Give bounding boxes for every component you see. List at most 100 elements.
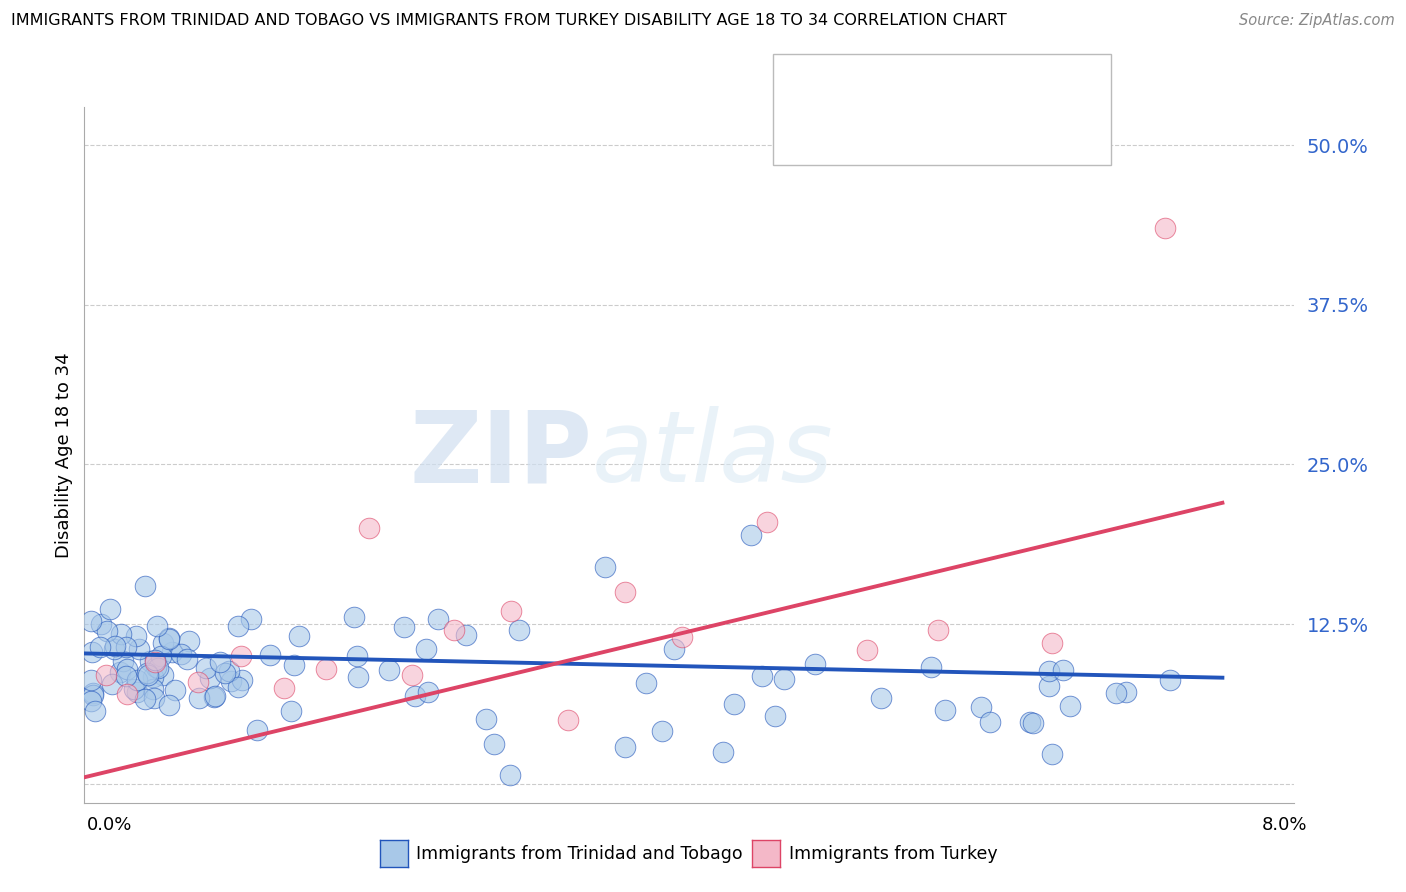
Point: [228, 619, 250, 633]
Point: [288, 629, 311, 643]
Point: [218, 665, 240, 679]
Point: [416, 685, 439, 699]
Point: [148, 661, 170, 675]
Point: [651, 723, 673, 738]
Point: [115, 640, 138, 654]
Point: [1154, 221, 1177, 235]
Point: [176, 651, 198, 665]
Point: [100, 677, 122, 691]
Point: [157, 698, 180, 712]
Point: [115, 687, 138, 701]
Point: [204, 690, 226, 704]
Point: [104, 639, 127, 653]
Point: [280, 704, 302, 718]
Point: [970, 699, 993, 714]
Point: [315, 662, 337, 676]
Point: [82, 645, 104, 659]
Point: [163, 682, 186, 697]
Point: [1022, 715, 1045, 730]
Point: [82, 686, 104, 700]
Point: [145, 656, 167, 670]
Point: [869, 690, 891, 705]
Point: [187, 690, 209, 705]
Point: [927, 624, 949, 638]
Point: [162, 645, 184, 659]
Text: Immigrants from Turkey: Immigrants from Turkey: [789, 845, 997, 863]
Point: [711, 745, 734, 759]
Point: [117, 662, 139, 676]
Point: [94, 668, 117, 682]
Point: [1159, 673, 1181, 688]
Point: [128, 641, 150, 656]
Text: IMMIGRANTS FROM TRINIDAD AND TOBAGO VS IMMIGRANTS FROM TURKEY DISABILITY AGE 18 : IMMIGRANTS FROM TRINIDAD AND TOBAGO VS I…: [11, 13, 1007, 29]
Point: [195, 661, 218, 675]
Point: [239, 612, 262, 626]
Point: [1019, 714, 1042, 729]
Point: [110, 627, 132, 641]
Point: [1040, 747, 1063, 761]
Point: [454, 628, 477, 642]
Point: [84, 704, 107, 718]
Point: [557, 713, 579, 727]
Point: [89, 640, 111, 654]
Point: [763, 708, 786, 723]
Point: [343, 609, 366, 624]
Point: [177, 634, 200, 648]
Point: [920, 660, 942, 674]
Point: [772, 672, 794, 686]
Point: [756, 515, 779, 529]
Point: [378, 663, 401, 677]
Point: [208, 655, 231, 669]
Point: [634, 676, 657, 690]
Text: 0.556: 0.556: [876, 124, 932, 142]
Point: [82, 689, 104, 703]
Point: [96, 624, 118, 638]
Point: [443, 624, 465, 638]
Point: [662, 642, 685, 657]
Point: [1105, 686, 1128, 700]
Point: [146, 619, 169, 633]
Point: [90, 617, 112, 632]
Point: [112, 654, 135, 668]
Point: [1059, 699, 1081, 714]
Point: [80, 614, 103, 628]
Point: [671, 630, 693, 644]
Point: [1038, 664, 1060, 678]
Point: [125, 629, 148, 643]
Point: [198, 671, 221, 685]
Point: [142, 670, 165, 684]
Point: [127, 685, 149, 699]
Point: [474, 712, 496, 726]
Point: [1052, 663, 1074, 677]
Text: R =: R =: [834, 81, 873, 99]
Point: [125, 673, 148, 687]
Text: 8.0%: 8.0%: [1263, 816, 1308, 834]
Point: [740, 527, 762, 541]
Point: [392, 620, 415, 634]
Text: 0.0%: 0.0%: [87, 816, 132, 834]
Point: [226, 680, 249, 694]
Point: [170, 647, 193, 661]
Text: 19: 19: [979, 124, 1004, 142]
Point: [593, 559, 616, 574]
Point: [415, 641, 437, 656]
Point: [187, 674, 209, 689]
Text: -0.162: -0.162: [876, 81, 941, 99]
Point: [152, 636, 174, 650]
Point: [157, 631, 180, 645]
Point: [103, 641, 125, 656]
Point: [145, 660, 167, 674]
Text: Source: ZipAtlas.com: Source: ZipAtlas.com: [1239, 13, 1395, 29]
Point: [143, 652, 166, 666]
Point: [803, 657, 825, 672]
Text: N =: N =: [939, 81, 979, 99]
Point: [751, 669, 773, 683]
Point: [122, 682, 145, 697]
Point: [150, 648, 173, 663]
Point: [934, 702, 956, 716]
Point: [614, 740, 637, 755]
Text: N =: N =: [939, 124, 979, 142]
Point: [157, 632, 180, 647]
Y-axis label: Disability Age 18 to 34: Disability Age 18 to 34: [55, 352, 73, 558]
Point: [80, 694, 103, 708]
